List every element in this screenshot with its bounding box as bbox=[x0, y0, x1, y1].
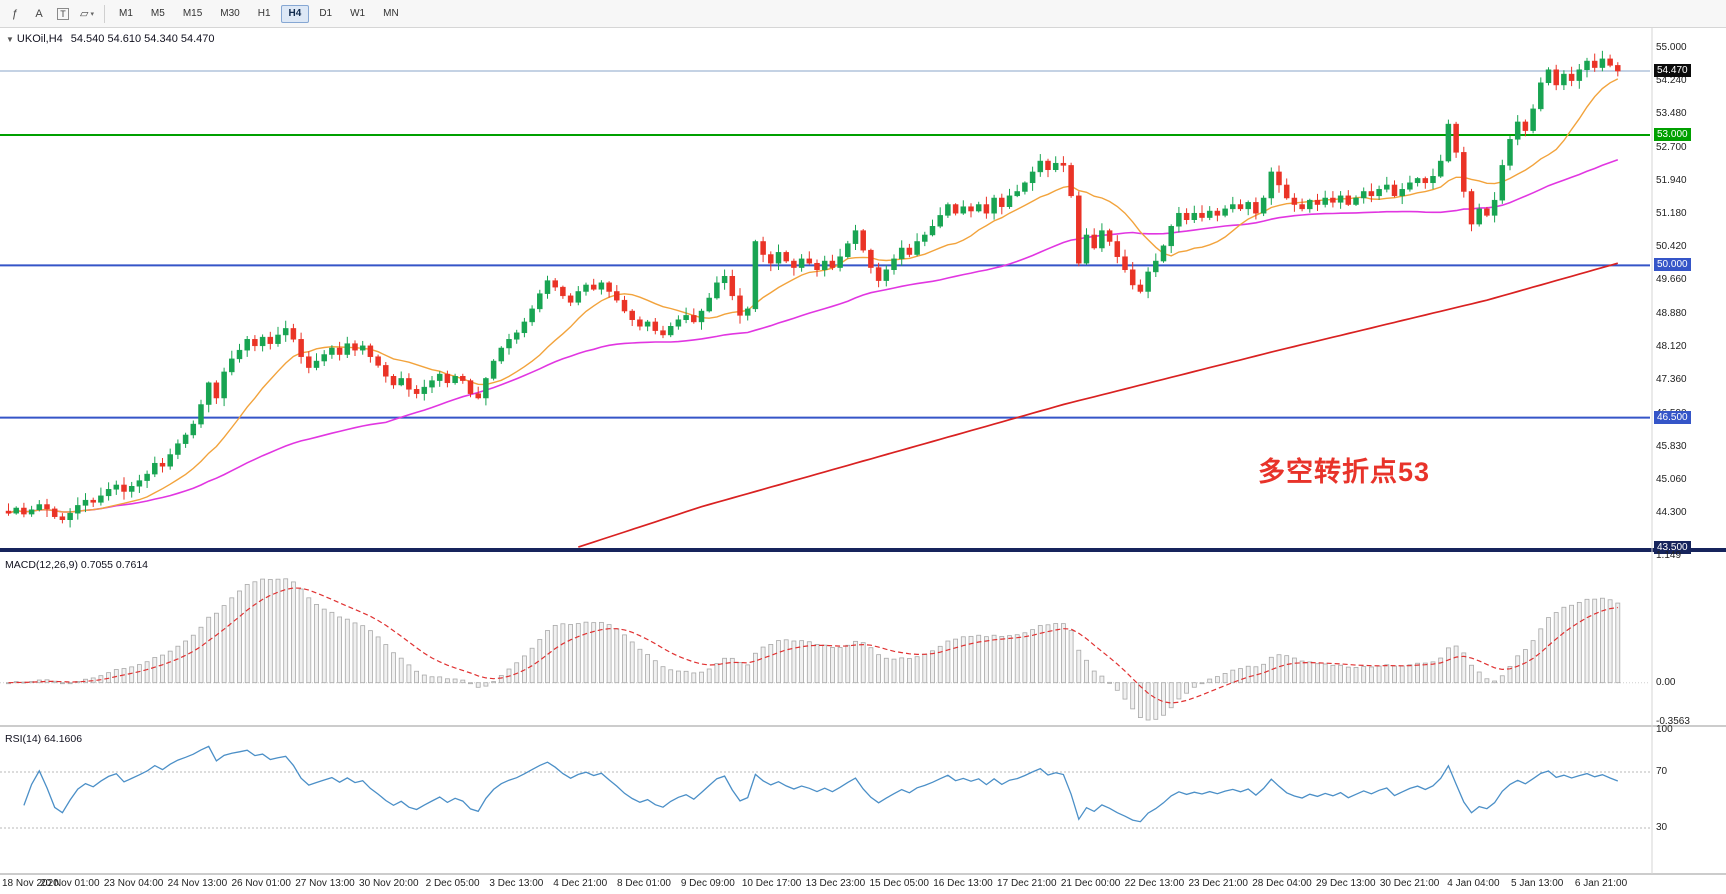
timeframe-button-m1[interactable]: M1 bbox=[111, 5, 141, 23]
timeframe-button-w1[interactable]: W1 bbox=[342, 5, 373, 23]
toolbar-button-indicators[interactable]: ƒ bbox=[4, 4, 26, 24]
chart-text-annotation: 多空转折点53 bbox=[1258, 457, 1431, 487]
timeframe-button-h4[interactable]: H4 bbox=[280, 4, 310, 23]
timeframe-button-d1[interactable]: D1 bbox=[311, 5, 340, 23]
timeframe-button-m30[interactable]: M30 bbox=[212, 5, 247, 23]
timeframe-button-mn[interactable]: MN bbox=[375, 5, 407, 23]
toolbar: ƒ A T ▱ ▾ M1 M5 M15 M30 H1 H4 D1 W1 MN bbox=[0, 0, 1726, 28]
chart-title: ▼ UKOil,H4 54.540 54.610 54.340 54.470 bbox=[6, 33, 215, 45]
rsi-indicator-label: RSI(14) 64.1606 bbox=[5, 733, 83, 745]
timeframes-toolbar: M1 M5 M15 M30 H1 H4 D1 W1 MN bbox=[111, 4, 407, 23]
timeframe-button-m15[interactable]: M15 bbox=[175, 5, 210, 23]
collapse-arrow-icon[interactable]: ▼ bbox=[6, 35, 14, 44]
timeframe-button-h1[interactable]: H1 bbox=[250, 5, 279, 23]
macd-indicator-label: MACD(12,26,9) 0.7055 0.7614 bbox=[5, 559, 149, 571]
label-tool-icon: T bbox=[57, 7, 69, 20]
ohlc-values: 54.540 54.610 54.340 54.470 bbox=[70, 33, 215, 45]
chevron-down-icon: ▾ bbox=[90, 10, 94, 18]
toolbar-button-text-tool[interactable]: A bbox=[28, 4, 50, 24]
symbol-name: UKOil,H4 bbox=[16, 33, 63, 45]
toolbar-separator bbox=[104, 4, 105, 23]
indicators-icon: ƒ bbox=[11, 7, 19, 20]
toolbar-button-label-tool[interactable]: T bbox=[52, 4, 74, 24]
text-tool-icon: A bbox=[35, 7, 43, 20]
shapes-tool-icon: ▱ bbox=[80, 8, 89, 20]
line-studies-toolbar: ƒ A T ▱ ▾ bbox=[4, 4, 98, 24]
timeframe-button-m5[interactable]: M5 bbox=[143, 5, 173, 23]
toolbar-button-shapes-tool[interactable]: ▱ ▾ bbox=[76, 4, 98, 24]
